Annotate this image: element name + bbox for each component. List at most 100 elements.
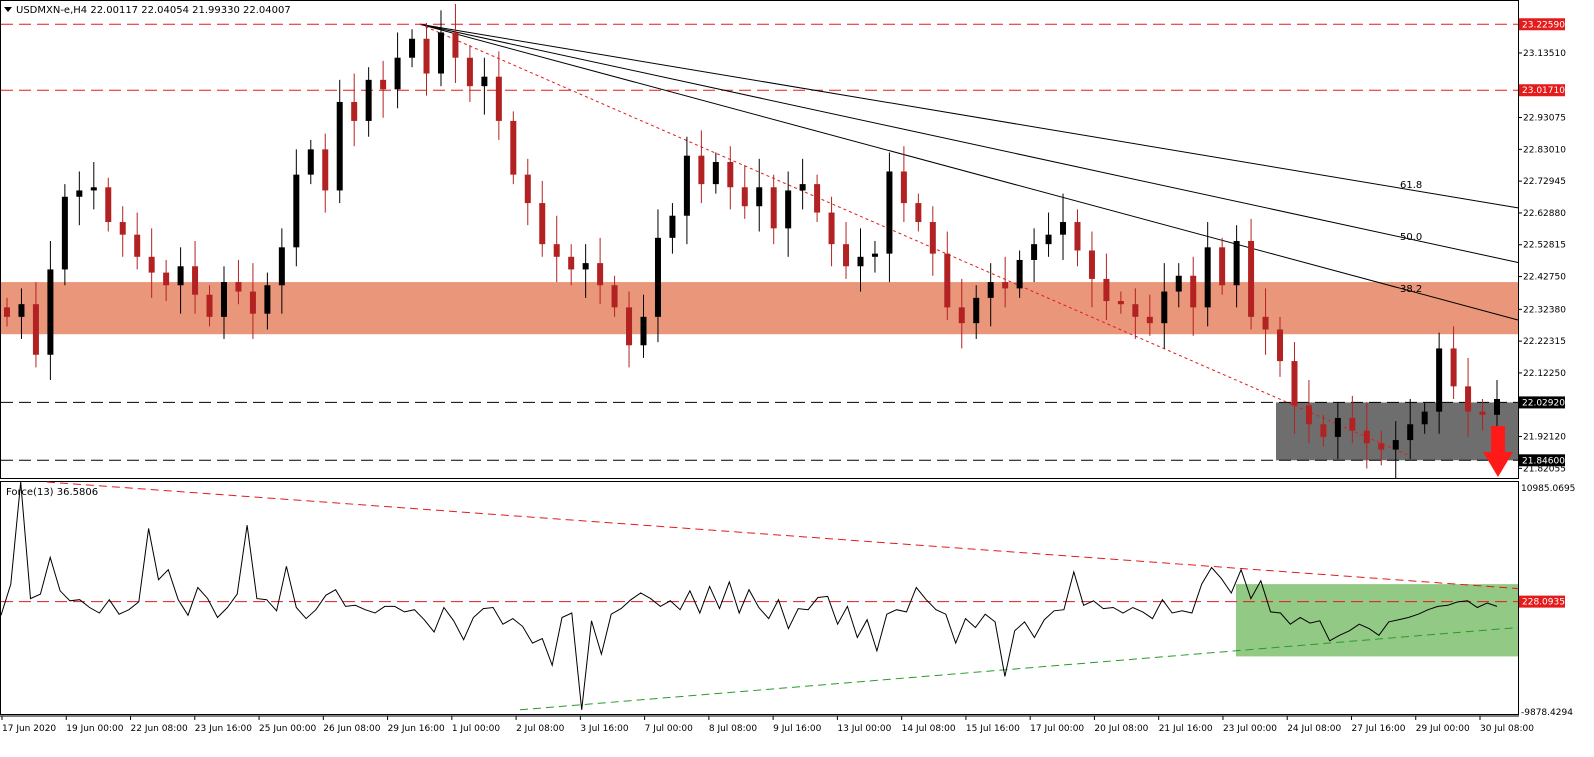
candle-body (669, 215, 676, 238)
candle-body (741, 187, 748, 207)
candle-body (293, 174, 300, 248)
candle-body (1291, 361, 1298, 406)
price-label: 23.22590 (1522, 20, 1565, 30)
fib-label-61-8: 61.8 (1400, 180, 1422, 191)
y-axis-tick-label: 23.13510 (1523, 49, 1566, 59)
candle-body (235, 282, 242, 292)
candle-body (1045, 234, 1052, 245)
candle-body (1074, 222, 1081, 251)
candle-body (249, 291, 256, 314)
candle-body (611, 285, 618, 308)
candle-body (76, 190, 83, 197)
candle-body (886, 171, 893, 254)
price-label: 23.01710 (1522, 86, 1565, 96)
candle-body (481, 76, 488, 87)
fib-fan-line-50-0 (419, 23, 1519, 263)
candle-body (1392, 440, 1399, 450)
candle-body (495, 76, 502, 121)
candle-body (698, 155, 705, 185)
candle-body (351, 101, 358, 121)
candle-body (1190, 275, 1197, 308)
x-axis-tick-label: 25 Jun 00:00 (259, 724, 316, 734)
fib-label-50-0: 50.0 (1400, 232, 1422, 243)
price-label: 22.02920 (1522, 398, 1565, 408)
candle-body (163, 272, 170, 286)
candle-body (47, 269, 54, 355)
candle-body (394, 57, 401, 90)
candle-body (958, 307, 965, 324)
main-panel-frame (0, 0, 1519, 479)
indicator-level-label: 228.0935 (1522, 598, 1565, 608)
symbol-dropdown-icon[interactable] (4, 7, 12, 12)
candle-body (1233, 241, 1240, 286)
candle-body (900, 171, 907, 204)
candle-body (307, 149, 314, 175)
candle-body (843, 244, 850, 267)
candle-body (640, 316, 647, 346)
candle-body (756, 187, 763, 207)
candle-body (1204, 247, 1211, 308)
y-axis-tick-label: 21.82055 (1523, 464, 1566, 474)
candle-body (1378, 443, 1385, 450)
candle-body (1494, 399, 1500, 415)
fib-fan-line-61-8 (419, 23, 1519, 209)
candle-body (712, 162, 719, 185)
candle-body (929, 222, 936, 254)
candle-body (1248, 241, 1255, 317)
x-axis-tick-label: 23 Jun 16:00 (195, 724, 252, 734)
candle-body (727, 162, 734, 188)
y-axis-tick-label: 22.12250 (1523, 369, 1566, 379)
price-label-box (1519, 396, 1565, 409)
x-axis-tick-label: 30 Jul 08:00 (1480, 724, 1534, 734)
indicator-falling-trendline (46, 481, 1519, 590)
candle-body (437, 32, 444, 74)
candle-body (466, 57, 473, 87)
candle-body (1175, 275, 1182, 292)
candle-body (409, 38, 416, 58)
candle-body (1060, 222, 1067, 235)
candle-body (553, 244, 560, 257)
x-axis-tick-label: 20 Jul 08:00 (1094, 724, 1148, 734)
candle-body (1349, 417, 1356, 431)
x-axis-tick-label: 17 Jun 2020 (2, 724, 56, 734)
price-label-box (1519, 84, 1565, 97)
candle-body (1421, 411, 1428, 425)
y-axis-tick-label: 22.22315 (1523, 337, 1566, 347)
candle-body (1479, 411, 1486, 415)
x-axis-tick-label: 9 Jul 16:00 (773, 724, 822, 734)
candle-body (1161, 291, 1168, 324)
x-axis-tick-label: 24 Jul 08:00 (1287, 724, 1341, 734)
candle-body (1146, 316, 1153, 324)
candle-body (1262, 316, 1269, 330)
indicator-axis-label: -9878.4294 (1521, 708, 1573, 718)
candle-body (1117, 301, 1124, 305)
x-axis-tick-label: 7 Jul 00:00 (645, 724, 694, 734)
candle-body (206, 294, 213, 317)
candle-body (568, 256, 575, 270)
resistance-zone (1, 282, 1518, 335)
candle-body (1407, 424, 1414, 441)
candle-body (134, 234, 141, 257)
candle-body (915, 203, 922, 223)
x-axis-tick-label: 26 Jun 08:00 (323, 724, 380, 734)
candle-body (1305, 405, 1312, 425)
candle-body (871, 253, 878, 257)
candle-body (336, 101, 343, 191)
candle-body (90, 187, 97, 191)
x-axis-tick-label: 29 Jun 16:00 (388, 724, 445, 734)
price-label-box (1519, 454, 1565, 467)
candle-body (1016, 259, 1023, 289)
x-axis-tick-label: 23 Jul 00:00 (1223, 724, 1277, 734)
candle-body (278, 247, 285, 286)
bearish-trend-line (419, 23, 1411, 457)
candle-body (452, 32, 459, 58)
candle-body (799, 184, 806, 191)
x-axis-tick-label: 3 Jul 16:00 (580, 724, 629, 734)
price-label: 21.84600 (1522, 456, 1565, 466)
candle-body (1103, 278, 1110, 302)
candle-body (18, 304, 25, 317)
fib-label-38-2: 38.2 (1400, 284, 1422, 295)
x-axis-tick-label: 1 Jul 00:00 (452, 724, 501, 734)
